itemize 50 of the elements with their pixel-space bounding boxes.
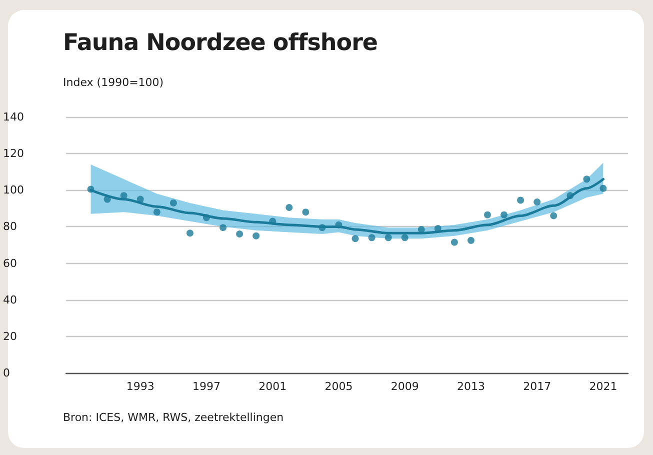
point bbox=[335, 221, 342, 228]
point bbox=[220, 224, 227, 232]
point bbox=[600, 184, 607, 192]
y-tick-label: 0 bbox=[3, 366, 10, 380]
point bbox=[286, 204, 293, 212]
point bbox=[120, 192, 128, 200]
point bbox=[467, 236, 474, 244]
point bbox=[418, 226, 425, 233]
point bbox=[236, 230, 244, 238]
x-tick-label: 2001 bbox=[258, 380, 287, 393]
x-tick-label: 1993 bbox=[126, 380, 154, 393]
x-tick-label: 2005 bbox=[324, 380, 353, 393]
point bbox=[203, 214, 210, 222]
point bbox=[186, 230, 194, 237]
point bbox=[153, 208, 160, 216]
point bbox=[450, 238, 458, 246]
y-tick-label: 140 bbox=[3, 110, 24, 124]
x-tick-label: 1997 bbox=[192, 380, 220, 393]
x-tick-label: 2017 bbox=[523, 380, 552, 393]
point bbox=[170, 199, 177, 206]
point bbox=[517, 196, 524, 204]
point bbox=[136, 196, 144, 203]
point bbox=[87, 186, 94, 193]
chart-title: Fauna Noordzee offshore bbox=[63, 30, 378, 56]
y-tick-label: 60 bbox=[3, 256, 17, 270]
point bbox=[401, 234, 408, 242]
point bbox=[352, 235, 359, 242]
point bbox=[583, 176, 590, 183]
point bbox=[500, 211, 508, 218]
point bbox=[269, 218, 276, 225]
y-tick-label: 40 bbox=[3, 293, 17, 306]
text: Bron: ICES, WMR, RWS, zeetrektellingen bbox=[63, 411, 284, 424]
chart-subtitle: Index (1990=100) bbox=[63, 76, 164, 89]
point bbox=[302, 208, 310, 216]
x-tick-label: 2009 bbox=[390, 380, 419, 393]
y-tick-label: 20 bbox=[3, 330, 17, 343]
point bbox=[368, 234, 376, 242]
y-tick-label: 100 bbox=[3, 184, 24, 197]
y-tick-label: 80 bbox=[3, 220, 17, 234]
point bbox=[384, 234, 392, 242]
point bbox=[484, 211, 491, 218]
point bbox=[534, 198, 541, 206]
x-tick-label: 2013 bbox=[456, 380, 485, 393]
point bbox=[550, 212, 558, 220]
y-tick-label: 120 bbox=[3, 147, 24, 160]
x-tick-label: 2021 bbox=[589, 380, 618, 393]
point bbox=[252, 232, 260, 240]
point bbox=[104, 196, 111, 203]
point bbox=[566, 192, 574, 200]
point bbox=[318, 224, 326, 232]
